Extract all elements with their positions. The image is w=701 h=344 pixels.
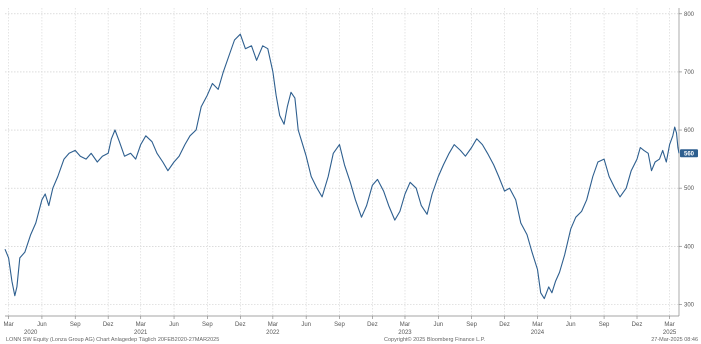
x-tick-label: Sep [202,322,213,328]
x-tick-label: Sep [599,322,610,328]
x-tick-label: Jun [37,322,47,328]
x-tick-label: Mar [532,322,542,328]
year-label: 2022 [266,330,280,336]
footer-right: 27-Mar-2025 08:46 [651,337,698,343]
x-tick-label: Sep [70,322,81,328]
x-tick-label: Jun [169,322,179,328]
year-label: 2021 [134,330,148,336]
x-tick-label: Dez [235,322,246,328]
y-tick-label: 500 [684,186,695,192]
series-layer [4,33,680,300]
y-tick-label: 300 [684,302,695,308]
grid [5,8,679,316]
x-tick-label: Sep [466,322,477,328]
last-value-badge [680,149,698,158]
footer-center: Copyright© 2025 Bloomberg Finance L.P. [384,336,486,343]
y-tick-label: 800 [684,12,695,18]
x-tick-label: Jun [566,322,576,328]
axes [5,8,682,319]
x-tick-label: Dez [367,322,378,328]
x-tick-label: Sep [334,322,345,328]
y-axis-labels: 300 400 500 600 700 800 [684,12,695,309]
year-label: 2025 [663,330,677,336]
x-tick-label: Mar [136,322,146,328]
x-axis-labels: Mar Jun Sep Dez Mar Jun Sep Dez Mar Jun Sep Dez Mar J… [3,322,676,336]
x-tick-label: Jun [301,322,311,328]
y-tick-label: 400 [684,244,695,250]
footer: LONN SW Equity (Lonza Group AG) Chart An… [6,336,698,343]
year-label: 2024 [531,330,545,336]
last-value-label: 560 [684,151,695,157]
price-line [4,33,680,300]
x-tick-label: Mar [3,322,13,328]
last-value-marker-group: 560 [680,149,698,158]
x-tick-label: Dez [632,322,643,328]
year-label: 2023 [398,330,412,336]
x-tick-label: Jun [433,322,443,328]
x-tick-label: Mar [268,322,278,328]
year-label: 2020 [24,330,38,336]
footer-left: LONN SW Equity (Lonza Group AG) Chart An… [6,337,219,343]
x-tick-label: Mar [400,322,410,328]
x-tick-label: Dez [103,322,114,328]
y-tick-label: 700 [684,70,695,76]
y-tick-label: 600 [684,128,695,134]
x-tick-label: Dez [499,322,510,328]
x-tick-label: Mar [664,322,674,328]
